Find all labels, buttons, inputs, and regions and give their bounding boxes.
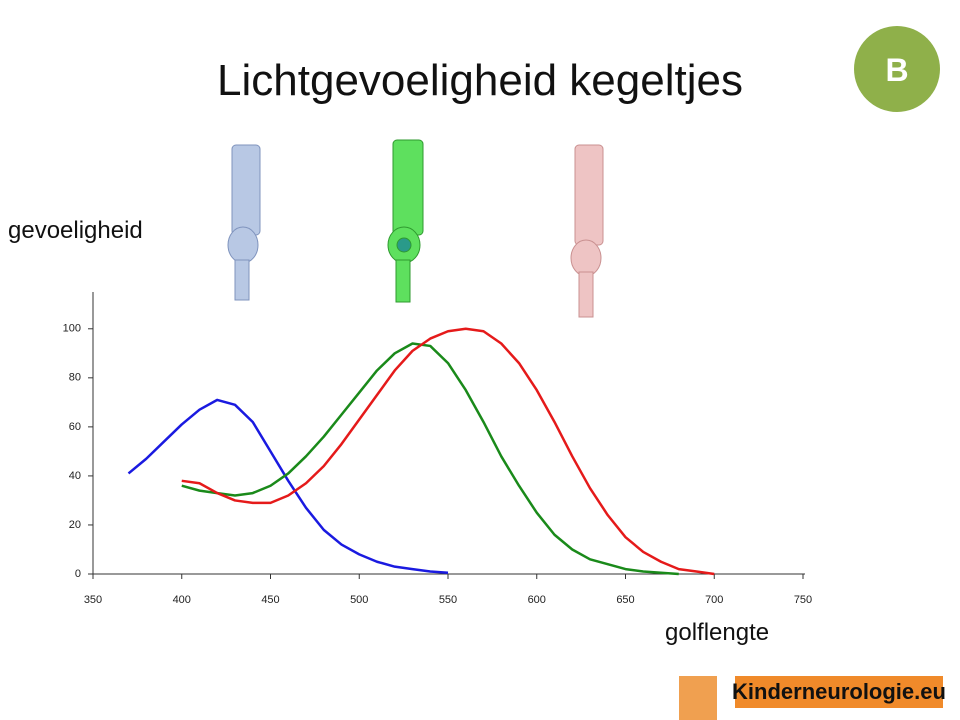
y-tick-label: 40: [69, 470, 81, 482]
slide-title: Lichtgevoeligheid kegeltjes: [217, 56, 743, 105]
cone-blue: [227, 144, 261, 301]
x-tick-label: 750: [794, 594, 812, 606]
logo-icon: [679, 676, 717, 720]
y-axis-label: gevoeligheid: [8, 217, 143, 244]
y-tick-label: 20: [69, 519, 81, 531]
x-tick-label: 700: [705, 594, 723, 606]
logo-text: Kinderneurologie.eu: [732, 679, 946, 704]
series-line: [181, 342, 679, 576]
badge-circle: [854, 26, 940, 112]
x-tick-label: 600: [528, 594, 546, 606]
y-tick-label: 60: [69, 421, 81, 433]
x-tick-label: 500: [350, 594, 368, 606]
y-tick-label: 100: [63, 323, 81, 335]
x-tick-label: 400: [173, 594, 191, 606]
x-tick-label: 550: [439, 594, 457, 606]
x-axis-label: golflengte: [665, 619, 769, 646]
x-tick-label: 450: [261, 594, 279, 606]
cone-green: [387, 139, 424, 303]
y-tick-label: 0: [75, 568, 81, 580]
x-tick-label: 350: [84, 594, 102, 606]
logo-box: [735, 676, 943, 708]
badge: B: [885, 52, 908, 88]
y-tick-label: 80: [69, 372, 81, 384]
cone-red: [570, 144, 604, 318]
series-line: [127, 398, 449, 575]
series-line: [181, 327, 715, 576]
x-tick-label: 650: [616, 594, 634, 606]
